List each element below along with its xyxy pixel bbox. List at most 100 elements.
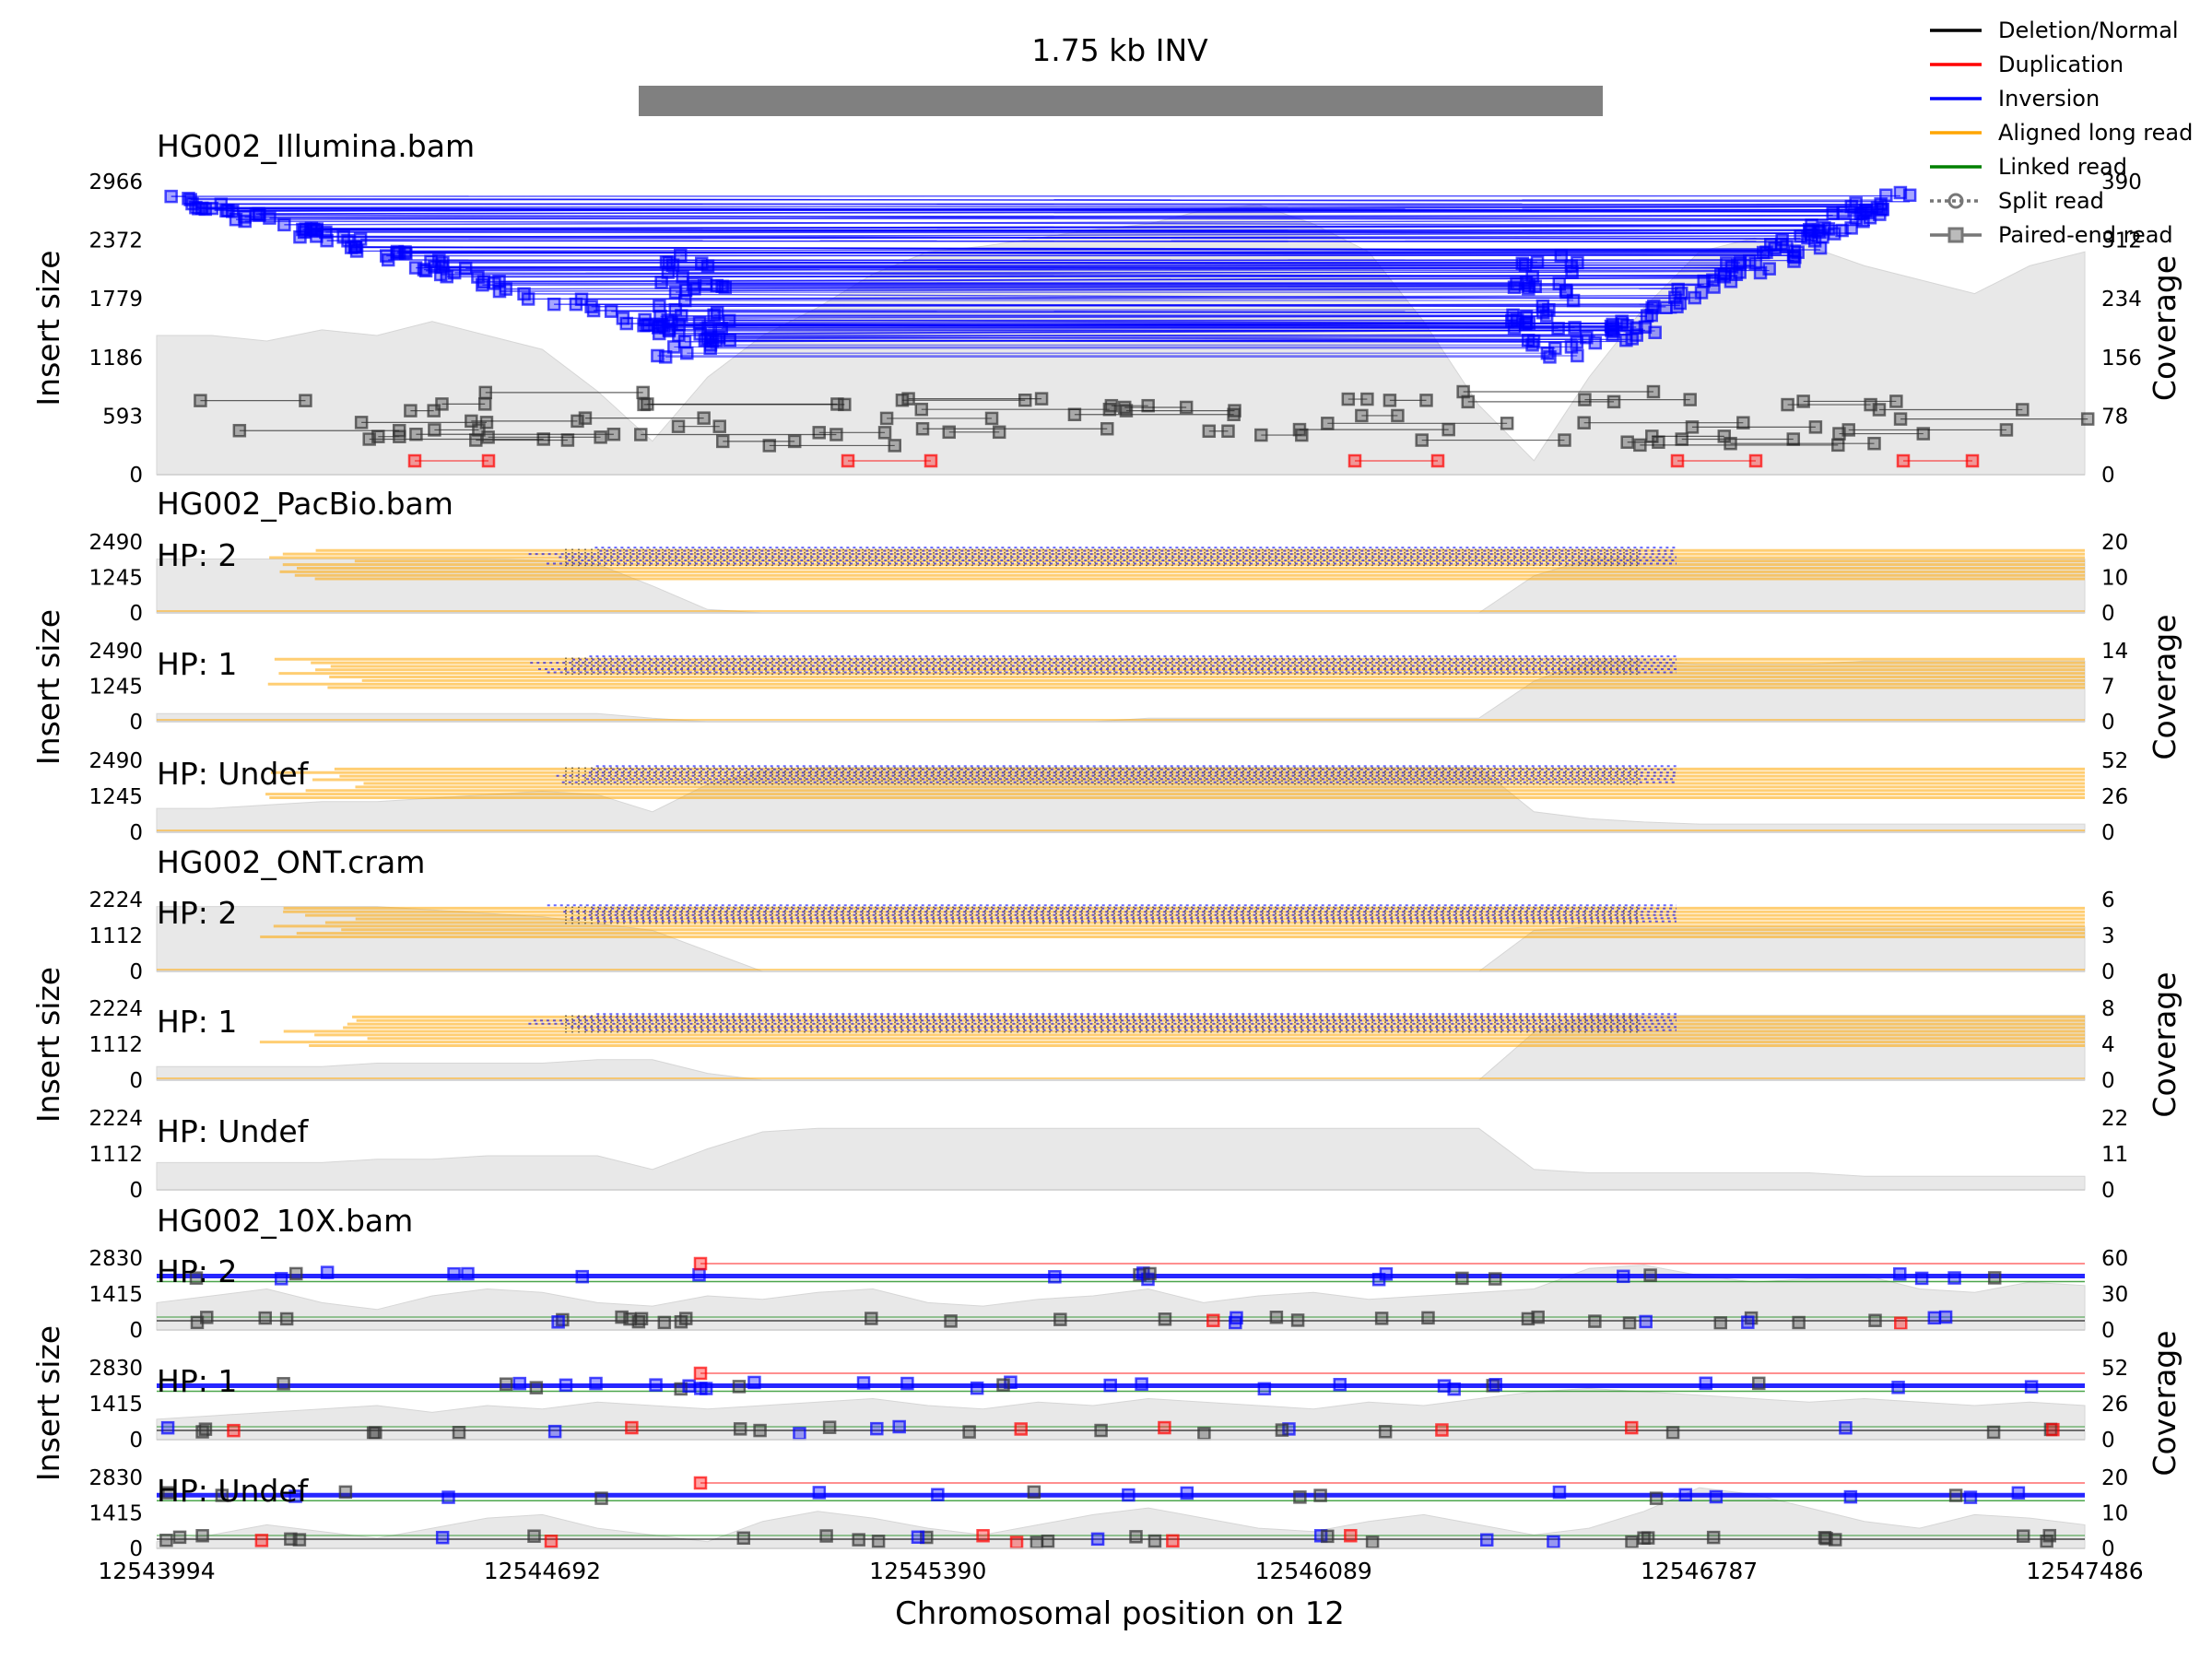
read-end-marker bbox=[1090, 1532, 1105, 1547]
read-end-marker bbox=[699, 1382, 713, 1395]
read-end-marker bbox=[1781, 397, 1794, 412]
read-end-marker bbox=[594, 1491, 608, 1505]
read-end-marker bbox=[1292, 422, 1307, 437]
legend-label: Split read bbox=[1998, 188, 2104, 214]
read-end-marker bbox=[1827, 227, 1841, 241]
y-tick-label: 2224 bbox=[88, 997, 143, 1021]
read-end-marker bbox=[254, 1534, 269, 1547]
read-end-marker bbox=[1675, 432, 1689, 446]
sample-title: HG002_Illumina.bam bbox=[157, 128, 475, 164]
haplotype-label: HP: 1 bbox=[157, 1004, 237, 1040]
read-end-marker bbox=[694, 256, 709, 270]
read-end-marker bbox=[1355, 408, 1369, 423]
read-end-marker bbox=[1094, 1423, 1108, 1438]
sample-panel: HG002_ONT.cram 0 1112 2224 0 3 6 HP: 2 0 1112 2224… bbox=[30, 844, 2183, 1203]
read-end-marker bbox=[1867, 436, 1881, 451]
read-end-marker bbox=[1649, 1491, 1664, 1505]
read-end-marker bbox=[1916, 427, 1931, 441]
chart-title: 1.75 kb INV bbox=[1031, 32, 1208, 68]
read-end-marker bbox=[976, 1528, 990, 1543]
read-end-marker bbox=[1571, 348, 1584, 363]
read-end-marker bbox=[441, 1490, 455, 1504]
read-end-marker bbox=[747, 1375, 761, 1390]
read-end-marker bbox=[476, 277, 489, 292]
y-tick-label: 0 bbox=[129, 1319, 143, 1343]
read-end-marker bbox=[1027, 1485, 1041, 1500]
read-end-marker bbox=[665, 258, 680, 273]
read-end-marker bbox=[1341, 392, 1356, 406]
y-tick-label: 1112 bbox=[88, 1143, 143, 1167]
y-tick-label-right: 52 bbox=[2101, 749, 2128, 773]
y-tick-label-right: 52 bbox=[2101, 1357, 2128, 1381]
track: 0 1415 2830 0 26 52 HP: 1 bbox=[88, 1357, 2128, 1453]
read-end-marker bbox=[856, 1376, 871, 1390]
inversion-pair-line bbox=[434, 265, 1727, 269]
read-end-marker bbox=[699, 276, 713, 291]
y-tick-label: 2830 bbox=[88, 1357, 143, 1381]
read-end-marker bbox=[1624, 1420, 1639, 1435]
read-end-marker bbox=[1500, 417, 1514, 430]
read-end-marker bbox=[1141, 398, 1155, 413]
read-end-marker bbox=[1254, 428, 1268, 442]
read-end-marker bbox=[841, 453, 855, 468]
read-end-marker bbox=[888, 439, 901, 453]
y-tick-label-right: 10 bbox=[2101, 567, 2128, 591]
read-end-marker bbox=[1347, 453, 1362, 468]
haplotype-label: HP: Undef bbox=[157, 1113, 310, 1149]
x-tick-label: 12545390 bbox=[869, 1558, 986, 1584]
read-end-marker bbox=[638, 312, 652, 327]
read-end-marker bbox=[198, 202, 213, 217]
read-end-marker bbox=[654, 276, 668, 289]
read-end-marker bbox=[1206, 1313, 1220, 1327]
read-end-marker bbox=[371, 429, 385, 443]
read-end-marker bbox=[619, 316, 634, 331]
read-end-marker bbox=[1166, 1534, 1180, 1548]
y-tick-label-right: 60 bbox=[2101, 1247, 2128, 1271]
read-end-marker bbox=[615, 1310, 629, 1324]
x-tick-label: 12546089 bbox=[1255, 1558, 1372, 1584]
read-end-marker bbox=[521, 292, 535, 306]
read-end-marker bbox=[1759, 245, 1773, 259]
sample-title: HG002_10X.bam bbox=[157, 1203, 413, 1239]
read-end-marker bbox=[1753, 265, 1768, 280]
read-end-marker bbox=[392, 423, 406, 438]
read-end-marker bbox=[288, 1489, 302, 1503]
read-end-marker bbox=[512, 1376, 527, 1391]
haplotype-label: HP: Undef bbox=[157, 1473, 310, 1509]
read-end-marker bbox=[1588, 335, 1603, 350]
read-end-marker bbox=[787, 434, 802, 449]
read-end-marker bbox=[1290, 1313, 1305, 1327]
y-tick-label-right: 20 bbox=[2101, 531, 2128, 555]
read-end-marker bbox=[198, 1422, 213, 1436]
read-end-marker bbox=[1365, 1535, 1380, 1549]
read-end-marker bbox=[338, 1485, 353, 1500]
read-end-marker bbox=[527, 1529, 541, 1543]
read-end-marker bbox=[996, 1378, 1010, 1392]
read-end-marker bbox=[606, 427, 621, 441]
read-end-marker bbox=[1229, 1315, 1242, 1330]
read-end-marker bbox=[1733, 255, 1747, 269]
y-tick-label: 2490 bbox=[88, 749, 143, 773]
read-end-marker bbox=[865, 1312, 878, 1325]
y-tick-label: 2372 bbox=[88, 229, 143, 253]
y-tick-label: 1245 bbox=[88, 785, 143, 809]
read-end-marker bbox=[732, 1380, 747, 1394]
inversion-pair-line bbox=[316, 229, 1835, 231]
inversion-pair-line bbox=[711, 334, 1637, 338]
read-end-marker bbox=[1864, 397, 1877, 412]
read-end-marker bbox=[1896, 453, 1911, 468]
read-end-marker bbox=[353, 232, 368, 246]
read-end-marker bbox=[1522, 316, 1536, 330]
read-end-marker bbox=[1713, 1316, 1728, 1330]
read-end-marker bbox=[667, 340, 681, 354]
read-end-marker bbox=[1841, 423, 1855, 437]
read-end-marker bbox=[586, 303, 601, 318]
read-end-marker bbox=[1158, 1312, 1172, 1326]
legend-label: Aligned long read bbox=[1998, 120, 2193, 146]
inversion-pair-line bbox=[195, 205, 1856, 208]
read-end-marker bbox=[1321, 417, 1335, 430]
y-tick-label-right: 234 bbox=[2101, 288, 2142, 312]
read-end-marker bbox=[1796, 394, 1810, 408]
y-tick-label: 1779 bbox=[88, 288, 143, 312]
